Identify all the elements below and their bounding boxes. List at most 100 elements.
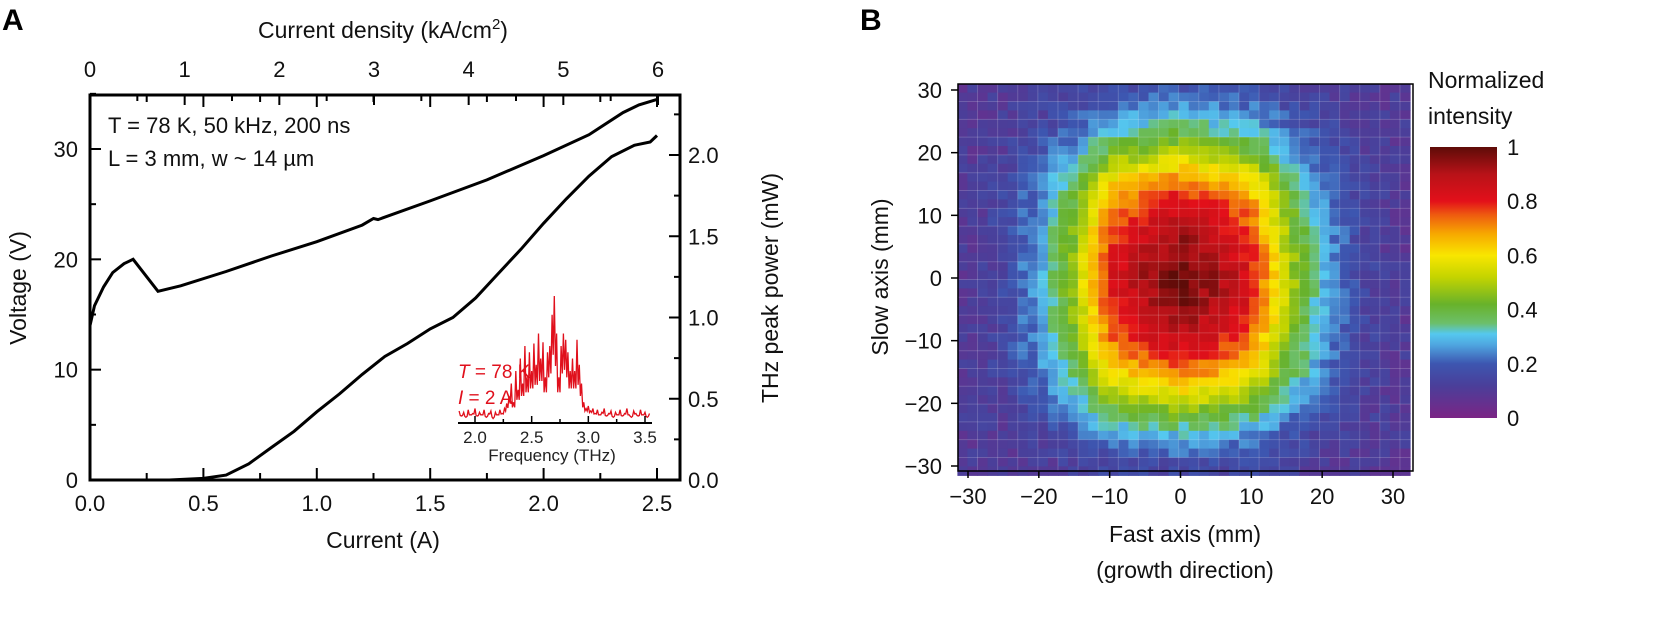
heatmap-cell xyxy=(1339,208,1351,218)
heatmap-cell xyxy=(1078,199,1089,209)
heatmap-cell xyxy=(967,430,979,441)
heatmap-cell xyxy=(1339,368,1351,378)
heatmap-cell xyxy=(1269,315,1280,325)
heatmap-cell xyxy=(1359,261,1371,272)
heatmap-cell xyxy=(1218,315,1230,325)
heatmap-cell xyxy=(1269,119,1280,129)
heatmap-cell xyxy=(967,315,979,325)
heatmap-cell xyxy=(1279,92,1290,103)
heatmap-cell xyxy=(1389,457,1401,467)
top-axis-label-sup: 2 xyxy=(492,16,500,33)
heatmap-cell xyxy=(1037,395,1049,405)
heatmap-cell xyxy=(1239,386,1250,396)
y2-tick-label: 1.5 xyxy=(688,224,719,249)
heatmap-cell xyxy=(1279,279,1290,289)
heatmap-cell xyxy=(977,252,989,263)
heatmap-cell xyxy=(987,377,999,387)
heatmap-cell xyxy=(1128,350,1140,361)
heatmap-cell xyxy=(1188,332,1200,343)
heatmap-cell xyxy=(1078,350,1089,361)
heatmap-cell xyxy=(1379,217,1391,227)
heatmap-cell xyxy=(1198,163,1210,174)
heatmap-cell xyxy=(1269,190,1280,200)
heatmap-cell xyxy=(1158,288,1170,298)
heatmap-cell xyxy=(1007,430,1019,441)
heatmap-cell xyxy=(1158,413,1170,423)
heatmap-cell xyxy=(1269,110,1280,120)
heatmap-cell xyxy=(1168,217,1180,227)
heatmap-cell xyxy=(1068,368,1079,378)
heatmap-cell xyxy=(1027,288,1039,298)
heatmap-cell xyxy=(1339,172,1351,183)
heatmap-cell xyxy=(957,395,969,405)
heatmap-cell xyxy=(1078,217,1089,227)
heatmap-cell xyxy=(1369,439,1381,450)
heatmap-cell xyxy=(1299,404,1311,414)
heatmap-cell xyxy=(1118,101,1129,111)
heatmap-cell xyxy=(957,208,969,218)
heatmap-cell xyxy=(1299,92,1311,103)
heatmap-cell xyxy=(977,368,989,378)
heatmap-cell xyxy=(1218,119,1230,129)
heatmap-cell xyxy=(1007,181,1019,192)
heatmap-cell xyxy=(1229,119,1240,129)
heatmap-cell xyxy=(1068,279,1079,289)
heatmap-cell xyxy=(1349,430,1361,441)
heatmap-cell xyxy=(1007,243,1019,254)
heatmap-cell xyxy=(1178,368,1190,378)
heatmap-cell xyxy=(1047,83,1059,94)
heatmap-cell xyxy=(1178,350,1190,361)
heatmap-cell xyxy=(1198,306,1210,316)
heatmap-cell xyxy=(1078,226,1089,236)
heatmap-cell xyxy=(1198,190,1210,200)
heatmap-cell xyxy=(1068,92,1079,103)
heatmap-cell xyxy=(1168,101,1180,111)
heatmap-cell xyxy=(1269,252,1280,263)
heatmap-cell xyxy=(1289,217,1300,227)
heatmap-cell xyxy=(1088,430,1099,441)
heatmap-cell xyxy=(1108,92,1119,103)
heatmap-cell xyxy=(1047,421,1059,432)
heatmap-cell xyxy=(1259,243,1270,254)
heatmap-cell xyxy=(1289,297,1300,307)
heatmap-cell xyxy=(1379,341,1391,352)
heatmap-cell xyxy=(1279,154,1290,165)
heatmap-cell xyxy=(1329,119,1341,129)
heatmap-cell xyxy=(1349,83,1361,94)
heatmap-cell xyxy=(1138,226,1150,236)
heatmap-cell xyxy=(1218,199,1230,209)
heatmap-cell xyxy=(1279,439,1290,450)
heatmap-cell xyxy=(1017,217,1029,227)
heatmap-cell xyxy=(1088,350,1099,361)
heatmap-cell xyxy=(1279,324,1290,334)
heatmap-cell xyxy=(1389,413,1401,423)
heatmap-cell xyxy=(1198,413,1210,423)
heatmap-cell xyxy=(987,163,999,174)
heatmap-cell xyxy=(1329,261,1341,272)
heatmap-cell xyxy=(1188,243,1200,254)
heatmap-cell xyxy=(1078,235,1089,245)
heatmap-cell xyxy=(1088,119,1099,129)
heatmap-cell xyxy=(1399,181,1411,192)
heatmap-cell xyxy=(1259,83,1270,94)
heatmap xyxy=(956,83,1413,476)
heatmap-x-tick-label: 0 xyxy=(1174,484,1186,509)
heatmap-cell xyxy=(1239,430,1250,441)
heatmap-cell xyxy=(1239,172,1250,183)
heatmap-cell xyxy=(1349,137,1361,147)
heatmap-cell xyxy=(1148,288,1160,298)
heatmap-cell xyxy=(1259,332,1270,343)
heatmap-cell xyxy=(1249,181,1260,192)
heatmap-cell xyxy=(1249,235,1260,245)
heatmap-cell xyxy=(1198,235,1210,245)
heatmap-cell xyxy=(1218,395,1230,405)
heatmap-cell xyxy=(1007,279,1019,289)
heatmap-cell xyxy=(1249,395,1260,405)
heatmap-cell xyxy=(1047,404,1059,414)
heatmap-cell xyxy=(1369,128,1381,138)
heatmap-cell xyxy=(1319,386,1331,396)
heatmap-cell xyxy=(1299,190,1311,200)
heatmap-cell xyxy=(1017,190,1029,200)
heatmap-cell xyxy=(1047,341,1059,352)
heatmap-cell xyxy=(987,413,999,423)
